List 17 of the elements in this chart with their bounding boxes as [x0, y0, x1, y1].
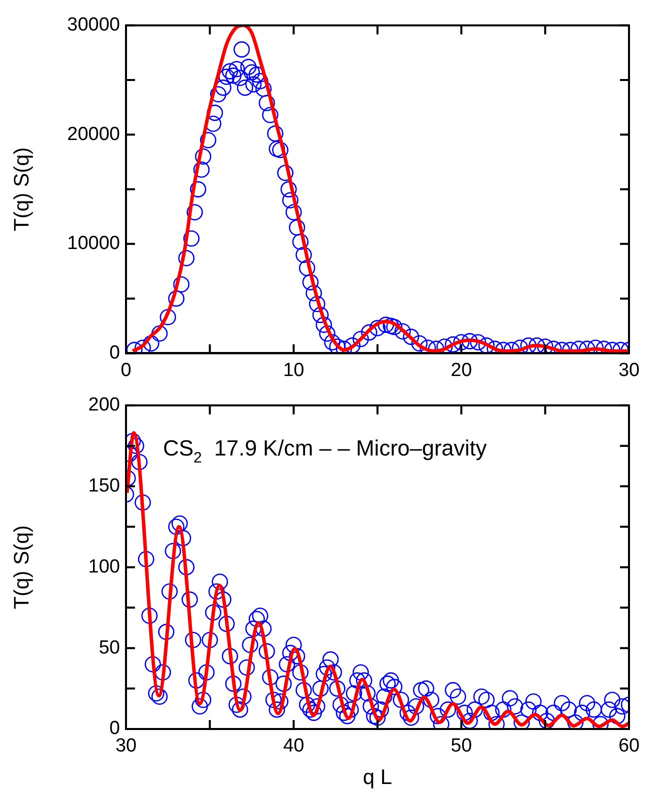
x-tick-label: 10 [283, 360, 304, 381]
x-axis-title: q L [362, 766, 392, 790]
y-axis-title: T(q) S(q) [10, 525, 34, 610]
x-tick-label: 20 [450, 360, 472, 381]
y-tick-label: 10000 [67, 233, 120, 254]
x-tick-label: 40 [283, 736, 304, 757]
y-axis-title: T(q) S(q) [10, 147, 34, 232]
y-tick-label: 50 [98, 637, 120, 658]
y-tick-label: 20000 [67, 124, 120, 145]
y-tick-label: 0 [109, 342, 120, 364]
y-tick-label: 200 [88, 394, 120, 416]
y-tick-label: 30000 [67, 14, 120, 36]
x-tick-label: 60 [618, 736, 640, 757]
y-tick-label: 100 [88, 556, 120, 578]
y-tick-label: 150 [88, 476, 120, 497]
x-tick-label: 50 [450, 736, 472, 757]
x-tick-label: 30 [618, 360, 640, 381]
